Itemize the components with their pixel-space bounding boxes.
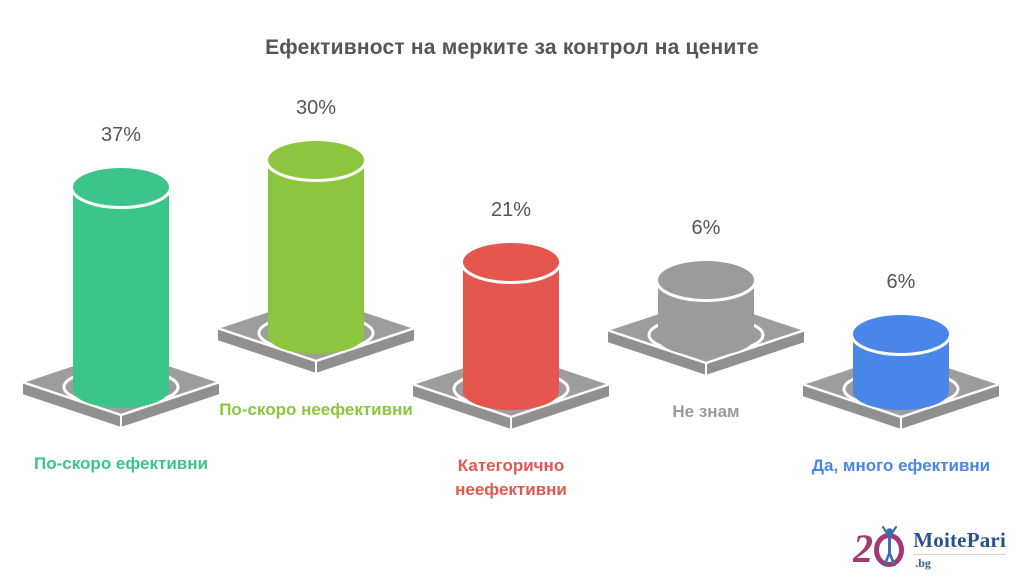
bar-category-label: Да, много ефективни — [811, 456, 991, 475]
bar-value-label: 37% — [100, 124, 142, 146]
cylinder-lid — [853, 315, 949, 353]
bar-value-label: 6% — [691, 217, 721, 239]
bar-cylinder-graphic — [605, 261, 807, 377]
cylinder-lid — [268, 141, 364, 179]
bar-category-label: По-скоро ефективни — [34, 454, 208, 473]
bar-value-label: 30% — [295, 97, 337, 119]
cylinder-lid — [73, 168, 169, 206]
chart-title: Ефективност на мерките за контрол на цен… — [265, 36, 759, 59]
moitepari-logo: 2 MoitePari .bg — [853, 522, 1006, 572]
bar-category-label: По-скоро неефективни — [219, 400, 413, 419]
bar-cylinder-graphic — [20, 168, 222, 429]
bar-cylinder-graphic — [215, 141, 417, 375]
cylinder-lid — [463, 243, 559, 281]
bar-cylinder-graphic — [410, 243, 612, 431]
logo-text: MoitePari — [913, 528, 1006, 555]
cylinder-lid — [658, 261, 754, 299]
bar-value-label: 6% — [886, 271, 916, 293]
bar-value-label: 21% — [490, 199, 532, 221]
moitepari-20-anniversary-icon: 2 — [853, 525, 905, 571]
svg-text:2: 2 — [853, 526, 873, 571]
bar-category-label: Категорично неефективни — [455, 456, 567, 499]
bar-category-label: Не знам — [672, 402, 740, 421]
cylinder-body — [73, 187, 169, 408]
logo-domain-suffix: .bg — [915, 556, 931, 570]
bar-cylinder-graphic — [800, 315, 1002, 431]
cylinder-body — [463, 262, 559, 410]
cylinder-body — [268, 160, 364, 354]
